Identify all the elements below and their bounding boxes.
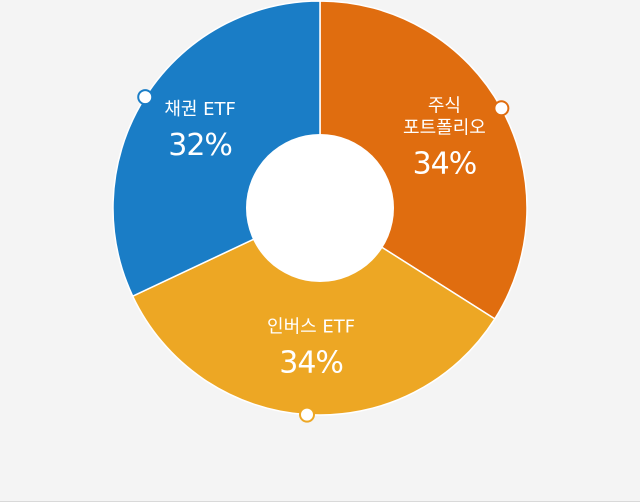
slice-label-name-0-0: 주식 (428, 96, 461, 117)
slice-marker-0 (493, 100, 510, 117)
center-label: 인버스 ETF 34% (291, 223, 350, 265)
slice-label-value-0: 34% (413, 147, 477, 182)
center-label-name: 인버스 ETF (291, 223, 350, 237)
center-hole (246, 134, 394, 282)
slice-marker-2 (137, 89, 154, 106)
slice-label-value-2: 32% (168, 128, 232, 163)
slice-label-name-0-1: 포트폴리오 (403, 118, 486, 139)
slice-markers-group (137, 89, 510, 423)
slice-label-name-1-0: 인버스 ETF (267, 317, 355, 338)
slice-label-name-2-0: 채권 ETF (164, 99, 236, 120)
center-label-value: 34% (298, 241, 342, 265)
slice-marker-1 (299, 406, 316, 423)
slice-label-value-1: 34% (279, 346, 343, 381)
